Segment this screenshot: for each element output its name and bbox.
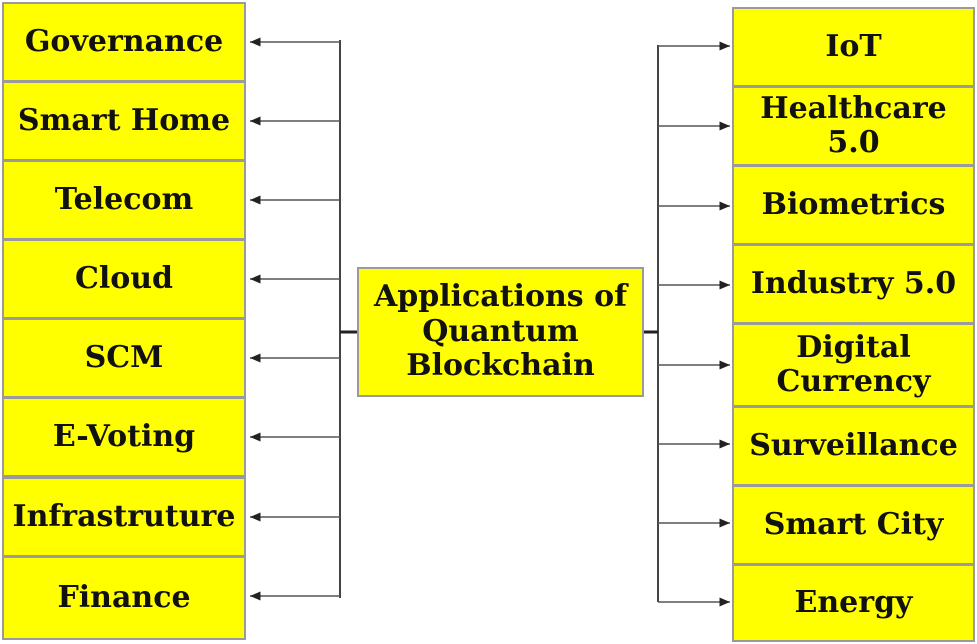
right-box-smart-city: Smart City xyxy=(732,485,975,565)
box-label: Digital Currency xyxy=(776,329,931,399)
box-label: Surveillance xyxy=(749,427,958,463)
left-box-infrastruture: Infrastruture xyxy=(2,477,246,557)
box-label: Finance xyxy=(57,579,191,615)
box-label: Cloud xyxy=(74,260,174,296)
right-box-biometrics: Biometrics xyxy=(732,165,975,245)
box-label: Telecom xyxy=(54,181,194,217)
right-box-healthcare: Healthcare 5.0 xyxy=(732,86,975,166)
box-label: Energy xyxy=(794,584,913,620)
right-box-energy: Energy xyxy=(732,564,975,642)
box-label: Smart Home xyxy=(17,102,231,138)
right-box-digital-currency: Digital Currency xyxy=(732,323,975,407)
left-box-finance: Finance xyxy=(2,556,246,640)
left-box-governance: Governance xyxy=(2,2,246,82)
right-box-iot: IoT xyxy=(732,7,975,87)
box-label: IoT xyxy=(825,28,882,64)
right-box-industry: Industry 5.0 xyxy=(732,244,975,324)
box-label: SCM xyxy=(84,339,164,375)
left-box-smart-home: Smart Home xyxy=(2,81,246,161)
box-label: Healthcare 5.0 xyxy=(760,90,947,160)
right-box-surveillance: Surveillance xyxy=(732,406,975,486)
box-label: Industry 5.0 xyxy=(750,265,957,301)
left-box-telecom: Telecom xyxy=(2,160,246,240)
box-label: Smart City xyxy=(763,506,944,542)
box-label: Infrastruture xyxy=(12,498,236,534)
left-box-e-voting: E-Voting xyxy=(2,397,246,477)
center-box: Applications of Quantum Blockchain xyxy=(357,267,644,397)
left-box-scm: SCM xyxy=(2,318,246,398)
center-label: Applications of Quantum Blockchain xyxy=(373,279,628,384)
box-label: E-Voting xyxy=(52,418,196,454)
box-label: Biometrics xyxy=(761,186,946,222)
box-label: Governance xyxy=(24,23,224,59)
left-box-cloud: Cloud xyxy=(2,239,246,319)
